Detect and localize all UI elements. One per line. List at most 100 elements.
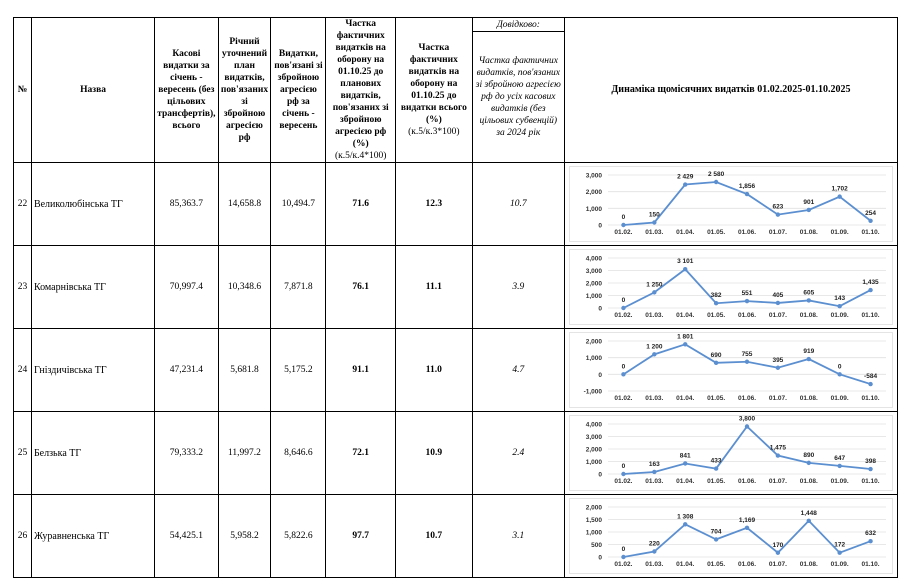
x-tick-label: 01.10. (861, 312, 879, 319)
data-label: 755 (742, 351, 753, 358)
cash-expenses: 47,231.4 (154, 328, 219, 412)
data-label: 0 (622, 463, 626, 470)
y-tick-label: 2,000 (586, 505, 603, 512)
cash-expenses: 79,333.2 (154, 411, 219, 495)
y-tick-label: -1,000 (584, 389, 603, 396)
x-tick-label: 01.09. (831, 478, 849, 485)
x-tick-label: 01.09. (831, 312, 849, 319)
row-num: 24 (13, 328, 32, 412)
data-label: 1,702 (831, 186, 848, 193)
data-label: 3,800 (739, 416, 756, 423)
x-tick-label: 01.07. (769, 395, 787, 402)
x-tick-label: 01.03. (645, 478, 663, 485)
chart-cell: 0 1,000 2,000 3,000 4,000 01.02. 01.03. 01.04. 0… (563, 411, 898, 495)
header-name: Назва (30, 17, 156, 163)
header-chart-title: Динаміка щомісячних видатків 01.02.2025-… (563, 17, 898, 163)
x-tick-label: 01.02. (614, 229, 632, 236)
data-label: 1,435 (862, 279, 879, 286)
data-point (744, 298, 750, 304)
data-point (837, 304, 842, 309)
aggression-expenses: 10,494.7 (270, 162, 327, 246)
y-tick-label: 500 (591, 542, 602, 549)
data-label: 623 (772, 204, 783, 211)
data-point (652, 352, 657, 357)
chart-cell: 0 1,000 2,000 3,000 4,000 01.02. 01.03. 01.04. 0… (563, 245, 898, 329)
data-label: 433 (711, 458, 722, 465)
chart-cell: 0 1,000 2,000 3,000 01.02. 01.03. 01.04. 01.05.… (563, 162, 898, 246)
data-label: 170 (772, 542, 783, 549)
data-point (713, 179, 719, 185)
data-point (837, 372, 842, 377)
line-chart: 0 1,000 2,000 3,000 01.02. 01.03. 01.04. 01.05.… (568, 166, 893, 242)
annual-plan: 10,348.6 (217, 245, 272, 329)
chart-cell: 0 500 1,000 1,500 2,000 01.02. 01.03. 01.04. 01.… (563, 494, 898, 578)
x-tick-label: 01.02. (614, 478, 632, 485)
data-point (837, 550, 842, 555)
x-tick-label: 01.07. (769, 478, 787, 485)
data-table: № Назва Касові видатки за січень - верес… (13, 16, 898, 578)
row-num: 26 (13, 494, 32, 578)
data-label: 605 (803, 289, 814, 296)
x-tick-label: 01.02. (614, 561, 632, 568)
share-2024: 10.7 (471, 162, 565, 246)
y-tick-label: 0 (598, 223, 602, 230)
y-tick-label: 2,000 (586, 339, 603, 346)
x-tick-label: 01.08. (800, 478, 818, 485)
line-chart: -1,000 0 1,000 2,000 01.02. 01.03. 01.04. 01.05… (568, 332, 893, 408)
data-point (713, 301, 719, 306)
x-tick-label: 01.10. (861, 229, 879, 236)
data-point (652, 290, 657, 295)
y-tick-label: 3,000 (586, 434, 603, 441)
header-aggression-expenses: Видатки, пов'язані зі збройною агресією … (270, 17, 327, 163)
data-label: 1,448 (801, 510, 818, 517)
data-point (713, 537, 719, 542)
data-label: 3 101 (677, 258, 694, 265)
aggression-expenses: 7,871.8 (270, 245, 327, 329)
data-point (837, 463, 842, 469)
aggression-expenses: 8,646.6 (270, 411, 327, 495)
data-point (682, 342, 688, 347)
y-tick-label: 0 (598, 306, 602, 313)
data-label: 143 (834, 295, 845, 302)
aggression-expenses: 5,175.2 (270, 328, 327, 412)
x-tick-label: 01.09. (831, 561, 849, 568)
x-tick-label: 01.02. (614, 312, 632, 319)
y-tick-label: 2,000 (586, 281, 603, 288)
x-tick-label: 01.04. (676, 395, 694, 402)
data-point (744, 424, 750, 429)
x-tick-label: 01.05. (707, 478, 725, 485)
x-tick-label: 01.09. (831, 229, 849, 236)
y-tick-label: 2,000 (586, 447, 603, 454)
data-label: 890 (803, 452, 814, 459)
data-label: 919 (803, 348, 814, 355)
x-tick-label: 01.08. (800, 395, 818, 402)
data-point (744, 359, 750, 364)
x-tick-label: 01.08. (800, 229, 818, 236)
y-tick-label: 4,000 (586, 256, 603, 263)
x-tick-label: 01.05. (707, 229, 725, 236)
header-share-plan-text: Частка фактичних видатків на оборону на … (332, 19, 389, 149)
x-tick-label: 01.10. (861, 561, 879, 568)
y-tick-label: 1,000 (586, 355, 603, 362)
x-tick-label: 01.08. (800, 561, 818, 568)
data-point (621, 305, 626, 311)
header-reference: Довідково: (471, 16, 565, 33)
data-label: 1 308 (677, 513, 694, 520)
data-point (744, 525, 750, 530)
y-tick-label: 4,000 (586, 422, 603, 429)
data-label: 0 (838, 363, 842, 370)
data-point (744, 191, 750, 197)
x-tick-label: 01.05. (707, 561, 725, 568)
table-row: 26 Журавненська ТГ 54,425.1 5,958.2 5,822.6 9… (13, 494, 898, 578)
data-label: 163 (649, 461, 660, 468)
data-label: 901 (803, 199, 814, 206)
x-tick-label: 01.07. (769, 229, 787, 236)
annual-plan: 5,958.2 (217, 494, 272, 578)
header-cash-expenses: Касові видатки за січень - вересень (без… (154, 17, 219, 163)
row-name: Гніздичівська ТГ (30, 328, 156, 412)
data-label: 551 (742, 290, 753, 297)
data-point (775, 365, 781, 370)
data-label: 632 (865, 530, 876, 537)
cash-expenses: 85,363.7 (154, 162, 219, 246)
data-point (682, 182, 688, 187)
